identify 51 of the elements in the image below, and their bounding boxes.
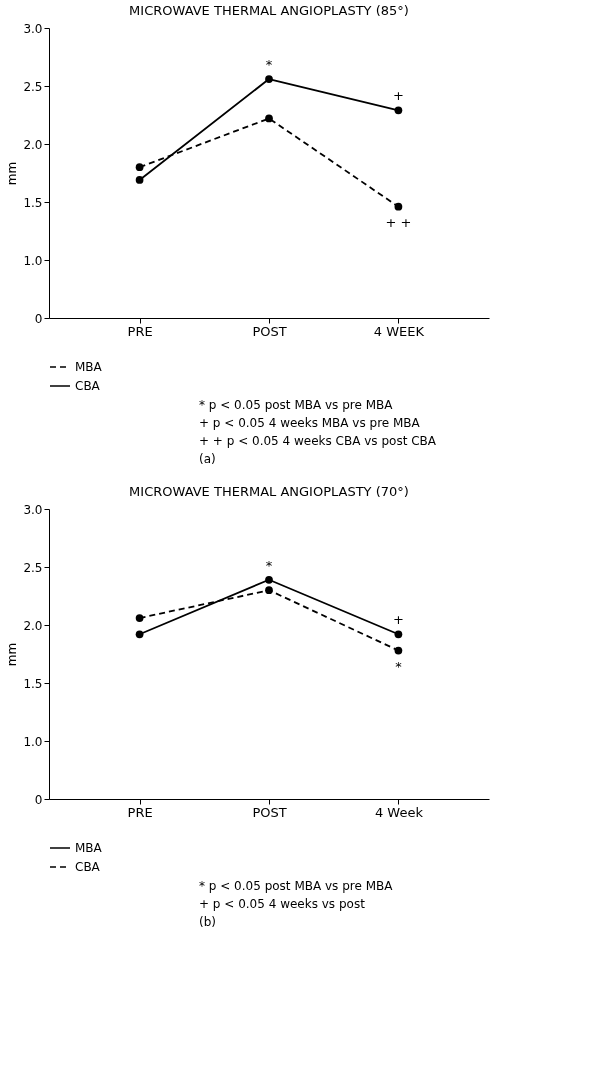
annotation: * <box>395 658 403 674</box>
point <box>265 114 273 123</box>
y-tick-label: 1.5 <box>23 195 43 210</box>
x-tick-label: 4 Week <box>374 804 424 820</box>
y-axis-title: mm <box>5 642 20 667</box>
annotation: + + <box>385 214 412 230</box>
y-tick-label: 2.5 <box>23 79 43 94</box>
x-tick-label: POST <box>252 323 287 339</box>
point <box>135 176 144 184</box>
text: + p < 0.05 4 weeks MBA vs pre MBA <box>199 416 421 430</box>
y-tick-label: 2.0 <box>23 137 43 152</box>
legend-label: CBA <box>75 379 101 393</box>
text: (a) <box>199 452 216 466</box>
x-tick-label: PRE <box>127 804 153 820</box>
y-tick-label: 1.5 <box>23 676 43 691</box>
legend-label: MBA <box>75 360 103 374</box>
point <box>394 106 403 115</box>
point <box>394 630 403 639</box>
legend-label: CBA <box>75 860 101 874</box>
y-tick-label: 2.0 <box>23 618 43 633</box>
y-tick-label: 2.5 <box>23 560 43 575</box>
x-tick-label: PRE <box>127 323 153 339</box>
point <box>265 586 273 595</box>
annotation: + <box>392 88 404 104</box>
annotation: * <box>265 557 273 573</box>
y-tick-label: 1.0 <box>23 734 43 749</box>
point <box>135 630 144 639</box>
text: * p < 0.05 post MBA vs pre MBA <box>199 879 394 893</box>
text: + p < 0.05 4 weeks vs post <box>199 897 366 911</box>
y-tick-label: 3.0 <box>23 21 43 36</box>
text: + + p < 0.05 4 weeks CBA vs post CBA <box>199 434 437 448</box>
x-tick-label: POST <box>252 804 287 820</box>
point <box>265 575 273 584</box>
text: * p < 0.05 post MBA vs pre MBA <box>199 398 394 412</box>
y-tick-label: 0 <box>34 792 43 807</box>
legend-label: MBA <box>75 841 103 855</box>
y-tick-label: 0 <box>34 311 43 326</box>
point <box>265 75 273 83</box>
point <box>135 163 144 172</box>
point <box>394 202 403 211</box>
chart-title: MICROWAVE THERMAL ANGIOPLASTY (70°) <box>129 484 409 499</box>
chart-title: MICROWAVE THERMAL ANGIOPLASTY (85°) <box>129 3 409 18</box>
point <box>135 614 144 622</box>
x-tick-label: 4 WEEK <box>373 323 425 339</box>
annotation: + <box>392 612 404 628</box>
y-axis-title: mm <box>5 161 20 186</box>
text: (b) <box>199 915 216 929</box>
y-tick-label: 3.0 <box>23 502 43 517</box>
point <box>394 646 403 655</box>
y-tick-label: 1.0 <box>23 253 43 268</box>
annotation: * <box>265 57 273 73</box>
